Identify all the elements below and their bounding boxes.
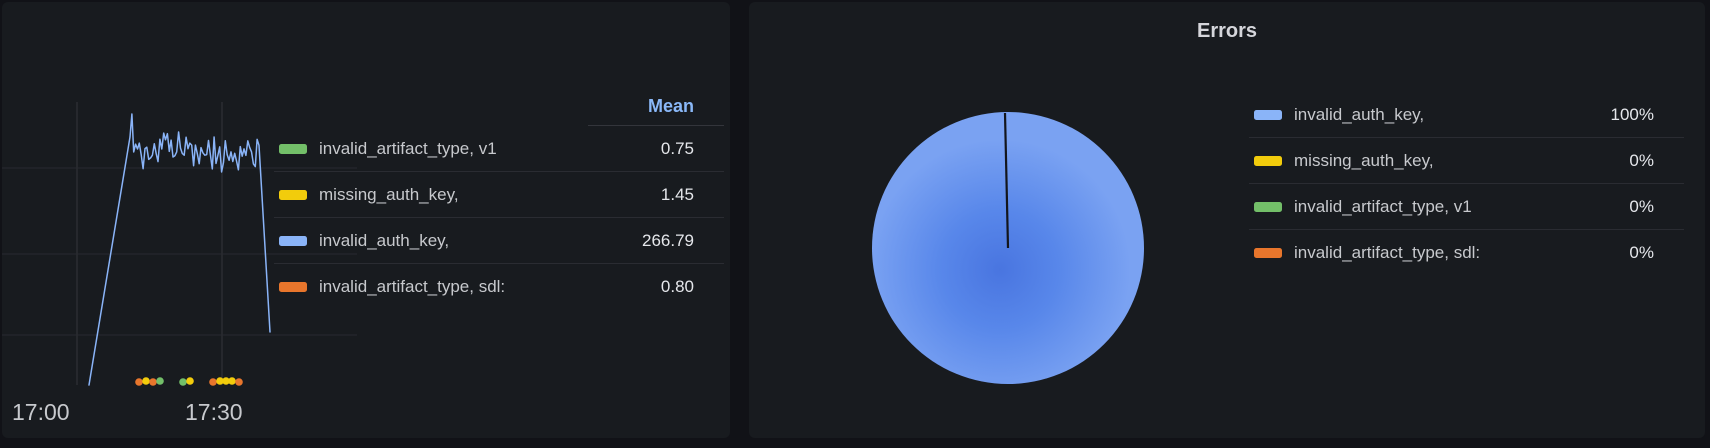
svg-text:17:00: 17:00	[12, 399, 70, 422]
svg-text:17:30: 17:30	[185, 399, 243, 422]
